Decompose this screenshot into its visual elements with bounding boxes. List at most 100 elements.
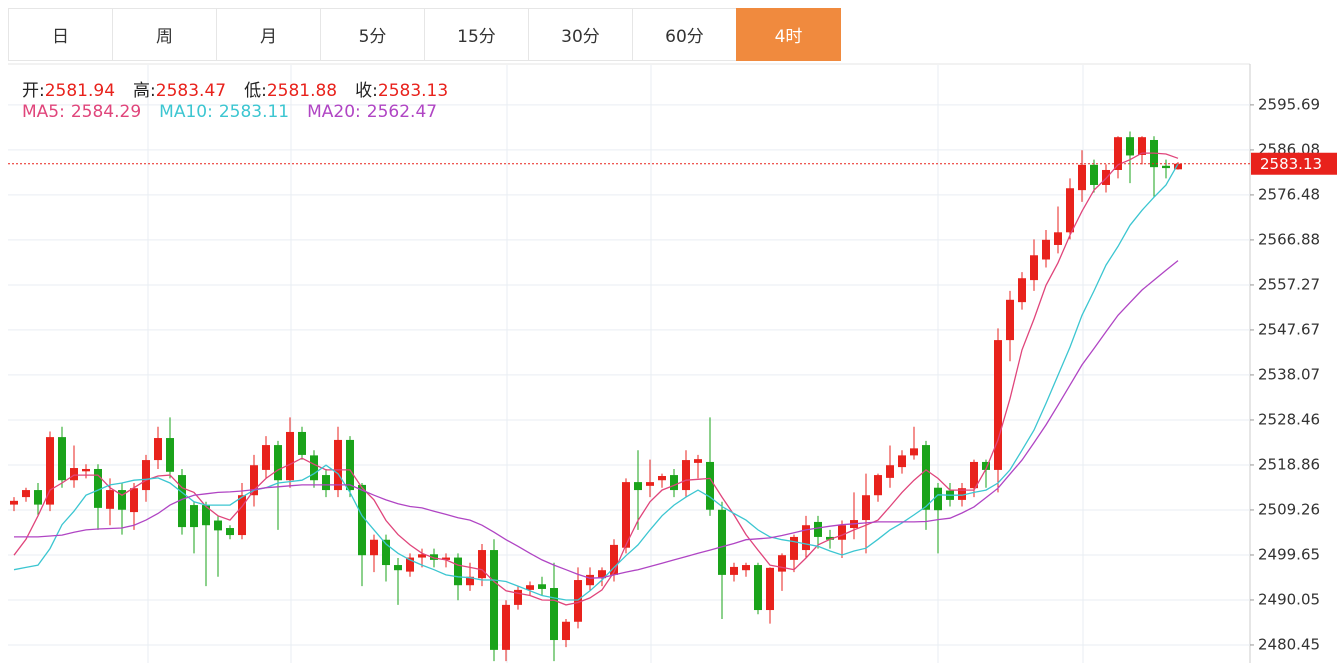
ohlc-value: 2583.13 [377,81,449,101]
period-tab[interactable]: 30分 [528,8,633,61]
candle-body [910,448,918,456]
y-tick-label: 2480.45 [1258,635,1320,653]
candle-body [58,437,66,481]
candle-body [994,340,1002,470]
candle-body [1054,232,1062,245]
candle-body [526,585,534,590]
candle-body [874,475,882,496]
legend-value: 2562.47 [366,102,438,122]
candle-body [562,621,570,641]
period-tab[interactable]: 15分 [424,8,529,61]
candle-body [226,528,234,536]
candle-body [1114,137,1122,170]
period-tab[interactable]: 60分 [632,8,737,61]
period-tab[interactable]: 4时 [736,8,841,61]
candle-body [370,539,378,556]
candle-body [670,475,678,491]
candle-body [1006,299,1014,341]
candle-body [574,580,582,622]
candle-body [514,589,522,605]
candle-body [382,539,390,566]
candle-body [502,604,510,650]
candle-body [538,584,546,589]
candle-body [214,520,222,531]
candle-body [694,459,702,463]
candle-body [142,460,150,491]
candles [10,131,1182,662]
y-tick-label: 2499.65 [1258,545,1320,563]
candle-body [778,555,786,572]
candle-body [442,557,450,560]
legend-value: 2584.29 [70,102,142,122]
candle-body [202,505,210,526]
candle-body [1078,164,1086,191]
candle-body [598,570,606,579]
candle-body [34,490,42,505]
candle-body [154,438,162,461]
candle-body [754,565,762,611]
y-tick-label: 2576.48 [1258,185,1320,203]
candle-body [130,488,138,513]
candle-body [238,495,246,536]
y-tick-label: 2547.67 [1258,320,1320,338]
ohlc-value: 2583.47 [155,81,227,101]
candle-body [706,461,714,510]
candle-body [1138,137,1146,155]
candle-body [970,461,978,489]
ohlc-value: 2581.88 [266,81,338,101]
candle-body [430,554,438,560]
ohlc-label: 低: [244,81,267,101]
candle-body [1174,163,1182,170]
candle-body [790,536,798,560]
y-tick-label: 2490.05 [1258,590,1320,608]
candle-body [1018,278,1026,303]
ohlc-label: 开: [22,81,45,101]
candle-body [178,475,186,528]
candle-body [106,490,114,509]
candle-body [10,500,18,505]
y-tick-label: 2518.86 [1258,455,1320,473]
candle-body [622,482,630,548]
candle-body [298,431,306,455]
period-tabs: 日周月 5分 15分 30分 60分 4时 [8,8,841,61]
candle-body [250,465,258,496]
candle-body [658,476,666,481]
candle-body [610,544,618,575]
period-tab[interactable]: 5分 [320,8,425,61]
candle-body [118,490,126,510]
candle-body [454,557,462,586]
candle-body [814,521,822,537]
candle-body [262,445,270,470]
candle-body [394,565,402,571]
y-tick-label: 2566.88 [1258,230,1320,248]
candle-body [274,445,282,481]
candle-body [418,554,426,558]
period-tab[interactable]: 月 [216,8,321,61]
candle-body [1126,137,1134,156]
y-tick-label: 2528.46 [1258,410,1320,428]
candle-body [838,525,846,540]
candle-body [322,475,330,491]
candle-body [934,487,942,511]
candle-body [802,525,810,551]
candle-body [862,495,870,521]
candle-body [766,567,774,611]
candle-body [358,484,366,556]
candle-body [742,565,750,571]
candle-body [70,468,78,481]
candle-body [1162,165,1170,169]
candle-body [82,468,90,472]
period-tab[interactable]: 周 [112,8,217,61]
period-tab[interactable]: 日 [8,8,113,61]
candle-body [1030,255,1038,281]
legend-name: MA5: [22,102,65,122]
candle-body [22,490,30,498]
y-tick-label: 2595.69 [1258,95,1320,113]
candle-body [730,566,738,575]
candle-body [646,482,654,486]
candle-body [1066,188,1074,233]
legend-name: MA20: [307,102,361,122]
candle-body [286,431,294,481]
